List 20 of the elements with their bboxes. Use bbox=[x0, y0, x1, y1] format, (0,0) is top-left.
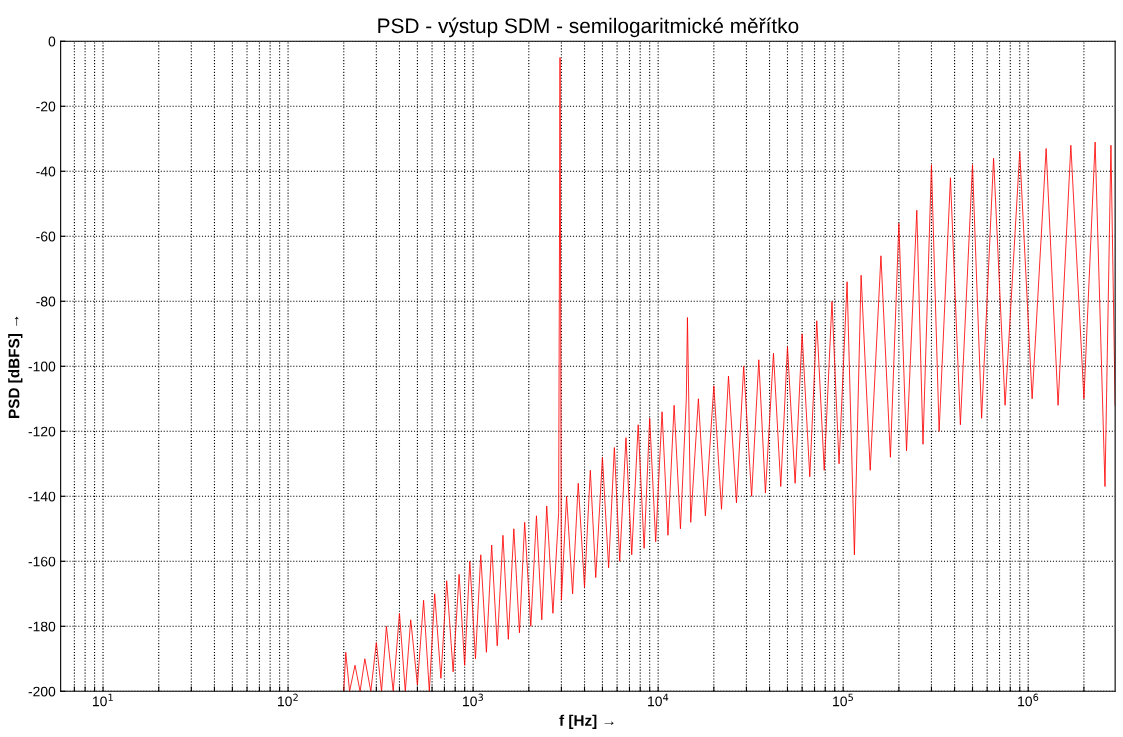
y-tick-label: -180 bbox=[28, 621, 56, 632]
x-tick-label: 10$^{2}$ bbox=[278, 693, 298, 707]
y-tick-label: -200 bbox=[28, 686, 56, 697]
y-tick-label: -20 bbox=[36, 101, 56, 112]
x-tick-label: 10$^{6}$ bbox=[1018, 693, 1039, 707]
x-axis-title: f [Hz] → bbox=[559, 714, 614, 729]
x-tick-label: 10$^{3}$ bbox=[463, 693, 483, 707]
y-tick-label: -140 bbox=[28, 491, 56, 502]
chart-title: PSD - výstup SDM - semilogaritmické měřítko bbox=[378, 17, 799, 38]
x-tick-label: 10$^{4}$ bbox=[648, 693, 669, 707]
y-tick-label: 0 bbox=[48, 36, 56, 47]
y-tick-label: -160 bbox=[28, 556, 56, 567]
y-tick-label: -80 bbox=[36, 296, 56, 307]
y-tick-label: -120 bbox=[28, 426, 56, 437]
y-tick-label: -60 bbox=[36, 231, 56, 242]
y-axis-title: PSD [dBFS] → bbox=[8, 316, 23, 418]
x-tick-label: 10$^{5}$ bbox=[833, 693, 853, 707]
y-tick-label: -100 bbox=[28, 361, 56, 372]
y-tick-label: -40 bbox=[36, 166, 56, 177]
x-tick-label: 10$^{1}$ bbox=[92, 693, 113, 707]
